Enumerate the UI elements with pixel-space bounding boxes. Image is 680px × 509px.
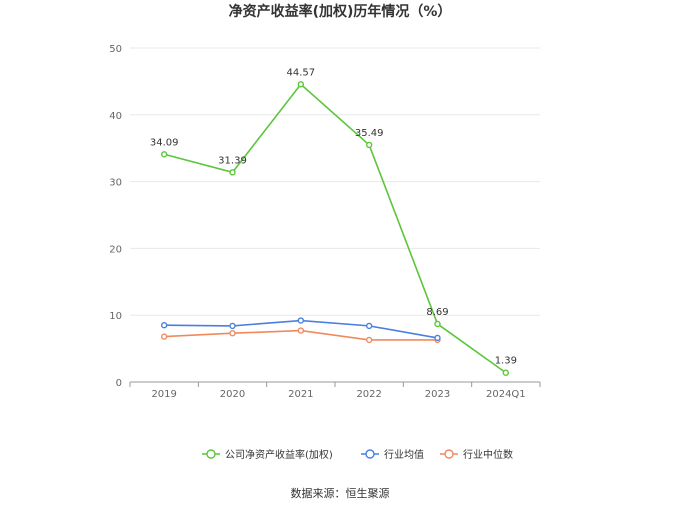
y-tick-label: 10 <box>109 311 122 322</box>
industry-median-data-point <box>297 327 305 334</box>
company-roe-data-label: 44.57 <box>287 67 316 78</box>
y-tick-label: 20 <box>109 244 122 255</box>
data-source-note: 数据来源：恒生聚源 <box>291 486 390 500</box>
company-roe-data-point <box>502 369 510 376</box>
x-tick-label: 2020 <box>220 389 245 400</box>
legend-marker <box>444 449 454 459</box>
legend-label: 公司净资产收益率(加权) <box>225 448 333 461</box>
industry-mean-data-point <box>365 322 373 330</box>
company-roe-data-point <box>434 320 441 328</box>
company-roe-data-point <box>229 169 236 176</box>
legend: 公司净资产收益率(加权) 行业均值 行业中位数 <box>202 448 513 461</box>
y-tick-label: 0 <box>116 378 122 389</box>
legend-marker <box>365 449 375 459</box>
company-roe-data-point <box>297 81 305 88</box>
company-roe-data-label: 31.39 <box>218 155 247 166</box>
legend-label: 行业均值 <box>384 448 424 461</box>
company-roe-data-label: 35.49 <box>355 128 384 139</box>
y-axis-ticks: 0 10 20 30 40 50 <box>109 44 122 389</box>
x-tick-label: 2024Q1 <box>486 389 526 400</box>
legend-label: 行业中位数 <box>463 448 513 461</box>
x-tick-label: 2019 <box>151 389 176 400</box>
x-axis-ticks: 2019 2020 2021 2022 2023 2024Q1 <box>129 382 541 400</box>
industry-mean-data-point <box>229 322 236 330</box>
series-layer: 34.09 31.39 44.57 35.49 8.69 1.39 <box>150 67 517 376</box>
company-roe-data-label: 1.39 <box>495 356 517 367</box>
industry-mean-data-point <box>160 322 168 329</box>
industry-mean-data-point <box>297 317 305 324</box>
company-roe-series-line <box>163 83 507 374</box>
company-roe-data-point <box>365 141 373 149</box>
y-tick-label: 30 <box>109 178 122 189</box>
x-tick-label: 2023 <box>425 389 450 400</box>
legend-marker <box>206 449 216 459</box>
y-tick-label: 50 <box>109 44 122 55</box>
industry-median-data-point <box>365 336 373 344</box>
industry-median-data-point <box>229 330 236 337</box>
y-tick-label: 40 <box>109 111 122 122</box>
x-tick-label: 2022 <box>356 389 381 400</box>
grid-lines <box>130 47 540 316</box>
company-roe-data-point <box>160 151 168 158</box>
x-tick-label: 2021 <box>288 389 313 400</box>
chart-title: 净资产收益率(加权)历年情况（%） <box>229 3 452 20</box>
industry-mean-data-point <box>434 334 441 342</box>
industry-median-data-point <box>160 333 168 340</box>
company-roe-data-label: 34.09 <box>150 137 179 148</box>
company-roe-data-label: 8.69 <box>426 307 448 318</box>
